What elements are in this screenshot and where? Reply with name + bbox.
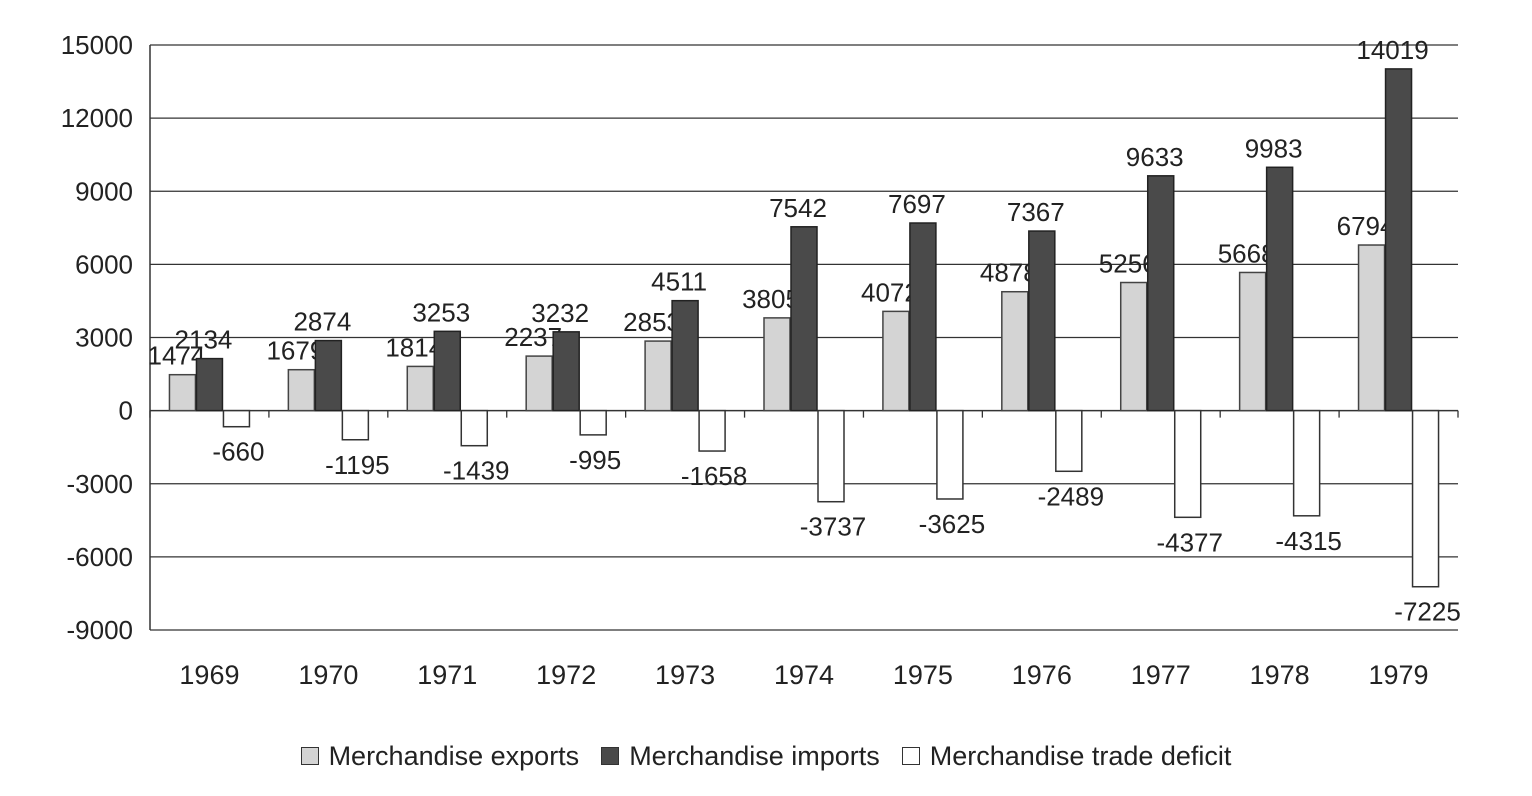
data-label: 2874	[293, 307, 351, 337]
bar	[909, 222, 937, 412]
bar	[579, 409, 607, 436]
legend-label-imports: Merchandise imports	[629, 740, 880, 771]
bar	[1238, 271, 1267, 412]
bar	[790, 226, 818, 412]
legend-swatch-imports	[601, 747, 620, 765]
x-tick-label: 1971	[417, 660, 477, 690]
bar	[1411, 409, 1440, 588]
bar	[1001, 290, 1029, 412]
bar	[552, 331, 580, 412]
bar	[1119, 281, 1148, 412]
bar	[882, 310, 910, 412]
x-tick-label: 1977	[1131, 660, 1191, 690]
data-label: 9633	[1126, 142, 1184, 172]
bar	[1173, 409, 1202, 519]
bar	[817, 409, 845, 503]
bar	[1028, 230, 1056, 412]
data-label: 7542	[769, 193, 827, 223]
x-tick-label: 1970	[298, 660, 358, 690]
legend-swatch-exports	[300, 747, 319, 765]
x-tick-label: 1978	[1250, 660, 1310, 690]
legend-label-exports: Merchandise exports	[328, 740, 580, 771]
bar	[195, 357, 224, 412]
data-label: 7367	[1007, 197, 1065, 227]
data-label: 14019	[1356, 35, 1428, 65]
x-tick-label: 1976	[1012, 660, 1072, 690]
legend-item-deficit: Merchandise trade deficit	[901, 740, 1232, 772]
bar	[1146, 175, 1175, 412]
bar	[168, 373, 197, 412]
chart: 15000 12000 9000 6000 3000 0 -3000 -6000 -9000 14…	[61, 30, 1461, 690]
bar	[1055, 409, 1083, 473]
bar	[222, 409, 251, 428]
bar	[406, 365, 435, 412]
x-tick-label: 1969	[179, 660, 239, 690]
data-label: -1658	[681, 461, 748, 491]
bar	[936, 409, 964, 500]
y-tick-label: 6000	[75, 249, 133, 279]
legend-item-imports: Merchandise imports	[601, 741, 880, 772]
data-label: -3737	[800, 512, 867, 542]
data-label: -660	[212, 437, 264, 467]
y-tick-label: 0	[119, 396, 133, 426]
x-tick-label: 1973	[655, 660, 715, 690]
y-tick-label: 9000	[75, 176, 133, 206]
y-tick-label: 12000	[61, 103, 133, 133]
legend-swatch-deficit	[901, 747, 920, 765]
y-tick-label: 3000	[75, 323, 133, 353]
y-tick-label: 15000	[61, 30, 133, 60]
bar	[287, 368, 316, 412]
data-label: -4315	[1275, 526, 1342, 556]
x-tick-label: 1975	[893, 660, 953, 690]
legend-item-exports: Merchandise exports	[300, 740, 580, 772]
data-label: 3232	[531, 298, 589, 328]
x-tick-label: 1974	[774, 660, 834, 690]
legend: Merchandise exports Merchandise imports …	[0, 734, 1532, 778]
bar	[1292, 409, 1321, 517]
bar	[433, 330, 462, 412]
data-label: -1195	[325, 450, 390, 480]
data-label: -4377	[1156, 527, 1223, 557]
data-label: 7697	[888, 189, 946, 219]
bar	[460, 409, 489, 447]
bar	[314, 339, 343, 412]
data-label: 2134	[175, 325, 233, 355]
y-tick-label: -9000	[67, 615, 134, 645]
x-tick-label: 1979	[1369, 660, 1429, 690]
y-tick-label: -3000	[67, 469, 134, 499]
data-label: 3253	[412, 297, 470, 327]
data-label: 4511	[651, 267, 707, 297]
bar	[341, 409, 370, 441]
bar	[525, 355, 553, 412]
data-label: -995	[569, 445, 621, 475]
bar	[1384, 68, 1413, 412]
bar	[698, 409, 726, 452]
bar	[644, 340, 672, 412]
data-label: -3625	[919, 509, 986, 539]
legend-label-deficit: Merchandise trade deficit	[929, 740, 1232, 771]
bar	[763, 317, 791, 412]
y-tick-label: -6000	[67, 542, 134, 572]
bar	[1265, 166, 1294, 412]
data-label: -7225	[1394, 597, 1461, 627]
x-tick-label: 1972	[536, 660, 596, 690]
bar	[1357, 244, 1386, 412]
data-label: -1439	[443, 456, 510, 486]
bar	[671, 299, 699, 412]
data-label: -2489	[1038, 481, 1105, 511]
data-label: 9983	[1245, 133, 1303, 163]
